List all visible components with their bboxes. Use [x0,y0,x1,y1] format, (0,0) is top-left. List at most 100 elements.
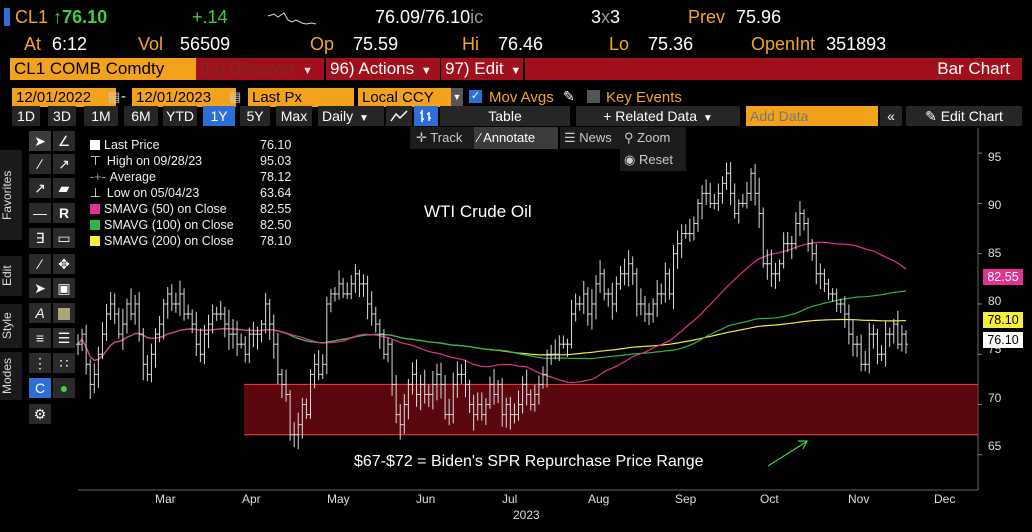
pointer-icon[interactable]: ➤ [29,131,51,151]
end-date-input[interactable]: 12/01/2023 [132,88,236,107]
high-value: 76.46 [498,34,544,54]
table-button[interactable]: Table [440,106,570,126]
edit-pen-icon[interactable]: ∕ [29,254,51,274]
caret-down-icon: ▼ [359,113,369,124]
annotation-pen-icon[interactable]: ∠ [53,131,75,151]
currency-select[interactable]: Local CCY [358,88,456,107]
side-tab-style[interactable]: Style [0,304,22,348]
legend-low: ⊥ Low on 05/04/23 63.64 [90,185,291,201]
side-tab-favorites[interactable]: Favorites [0,150,22,240]
mode-c-icon[interactable]: C [29,378,51,398]
calendar-icon[interactable]: ▤ [108,89,121,104]
delete-icon[interactable]: ▣ [53,278,75,298]
y-tick: 95 [988,150,1002,164]
caret-down-icon[interactable]: ▼ [451,88,463,107]
period-3d[interactable]: 3D [48,106,76,126]
legend-average: -+- Average 78.12 [90,169,291,185]
frequency-select[interactable]: Daily ▼ [318,106,384,126]
horizontal-line-icon[interactable]: — [29,203,51,223]
sma50-price-tag: 82.55 [983,269,1023,285]
low: Lo 75.36 [609,33,693,55]
track-label: Track [430,130,463,145]
zoom-tool[interactable]: ⚲ Zoom [620,127,686,149]
reset-button[interactable]: ◉ Reset [620,149,686,171]
line-style-icon[interactable]: ≡ [29,328,51,348]
edit-chart-button[interactable]: ✎ Edit Chart [906,106,1022,126]
low-label: Lo [609,34,630,54]
pencil-icon[interactable]: ✎ [563,88,575,104]
retracement-icon[interactable]: R [53,203,75,223]
x-tick: May [327,492,350,506]
caret-down-icon: ▼ [420,65,432,77]
volume: Vol 56509 [138,33,230,55]
dashed-line-icon[interactable]: ⋮ [29,353,51,373]
annotate-label: Annotate [483,130,536,145]
bid-ask: 76.09/76.10ic [375,7,484,27]
open: Op 75.59 [310,33,398,55]
news-icon: ☰ [564,130,576,145]
period-5y[interactable]: 5Y [240,106,270,126]
legend-sma200: SMAVG (200) on Close 78.10 [90,233,291,249]
open-value: 75.59 [353,34,399,54]
period-ytd[interactable]: YTD [163,106,197,126]
period-6m[interactable]: 6M [124,106,158,126]
news-tool[interactable]: ☰ News [560,127,622,149]
text-style-icon[interactable]: A [29,303,51,323]
add-data-input[interactable] [746,106,878,126]
period-1y[interactable]: 1Y [203,106,235,126]
y-tick: 90 [988,198,1002,212]
x-tick: Dec [934,492,956,506]
checkbox-checked-icon[interactable]: ✓ [469,90,482,103]
vol-label: Vol [138,34,164,54]
related-data-button[interactable]: + Related Data ▼ [576,106,740,126]
fill-color-icon[interactable] [53,303,75,323]
line-chart-icon[interactable] [386,106,412,126]
ray-line-icon[interactable]: ↗ [53,154,75,174]
at-value: 6:12 [52,34,88,54]
edit-menu[interactable]: 97) Edit ▼ [441,58,523,80]
fibonacci-icon[interactable]: ∃ [29,228,51,248]
legend-label: Average [109,170,156,184]
actions-menu[interactable]: 96) Actions ▼ [326,58,440,80]
arrow-line-icon[interactable]: ↗ [29,178,51,198]
bar-chart-icon[interactable] [414,106,438,126]
collapse-chevrons-icon[interactable]: « [880,106,902,126]
mov-avgs-label[interactable]: Mov Avgs [489,89,554,106]
grid-dots-icon[interactable]: ∷ [53,353,75,373]
trendline-icon[interactable]: ∕ [29,154,51,174]
crosshair-icon: ✛ [416,130,427,145]
channel-icon[interactable]: ▰ [53,178,75,198]
track-tool[interactable]: ✛ Track [410,127,480,149]
settings-gear-icon[interactable]: ⚙ [29,404,51,424]
actions-label: 96) Actions [330,59,415,78]
high-label: Hi [462,34,479,54]
calendar-icon[interactable]: ▤ [229,89,242,104]
start-date-input[interactable]: 12/01/2022 [12,88,116,107]
side-tab-modes[interactable]: Modes [0,352,22,400]
legend-value: 82.50 [260,218,292,232]
magnifier-icon: ⚲ [624,130,634,145]
legend-label: SMAVG (50) on Close [104,202,227,216]
reset-label: Reset [638,152,673,167]
checkbox-unchecked-icon[interactable] [587,90,600,103]
select-arrow-icon[interactable]: ➤ [29,278,51,298]
x-tick: Sep [675,492,697,506]
side-tab-edit[interactable]: Edit [0,256,22,296]
color-palette-icon[interactable]: ● [53,378,75,398]
period-1d[interactable]: 1D [12,106,40,126]
rectangle-icon[interactable]: ▭ [53,228,75,248]
period-max[interactable]: Max [276,106,312,126]
field-select[interactable]: Last Px [248,88,354,107]
x-tick: Jul [502,492,518,506]
security-field[interactable]: CL1 COMB Comdty [10,58,196,80]
legend-value: 78.10 [260,234,292,248]
move-icon[interactable]: ✥ [53,254,75,274]
discover-menu[interactable]: 94) Discover ▼ [196,58,324,80]
line-weight-icon[interactable]: ☰ [53,328,75,348]
low-value: 75.36 [648,34,694,54]
key-events-label[interactable]: Key Events [606,89,682,106]
x-tick: Jun [416,492,436,506]
period-1m[interactable]: 1M [84,106,118,126]
annotate-tool[interactable]: ∕ Annotate [474,127,558,149]
